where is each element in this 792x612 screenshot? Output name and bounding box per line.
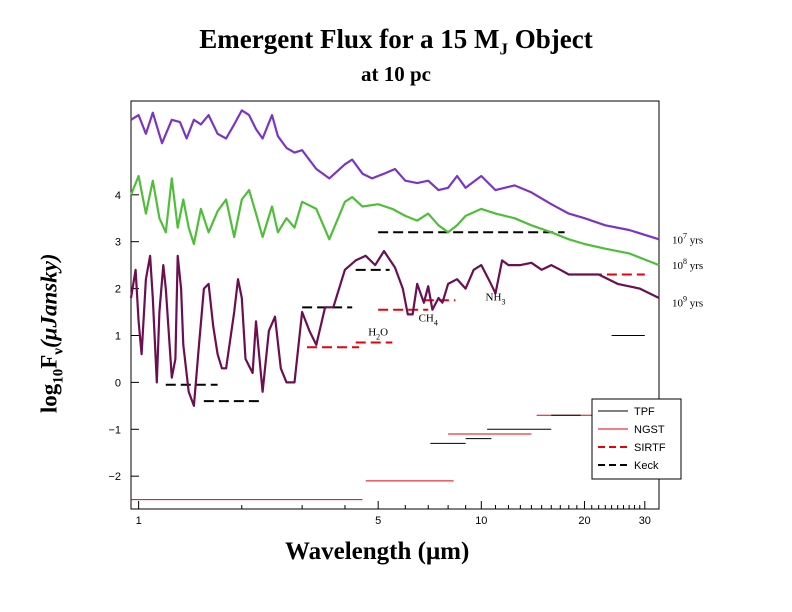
y-label-log-sub: 10	[50, 368, 67, 384]
legend: TPF NGST SIRTF Keck	[591, 398, 682, 480]
series-labels: 107 yrs 108 yrs 109 yrs	[672, 231, 703, 309]
annotations: H2O CH4 NH3	[368, 291, 505, 341]
y-label-f-sub: ν	[50, 348, 67, 355]
y-axis-label: log10Fν(μJansky)	[37, 233, 68, 433]
legend-label: SIRTF	[634, 442, 666, 454]
series-age-label: 108 yrs	[672, 257, 703, 272]
y-label-log: log	[36, 383, 62, 414]
series-age-label: 109 yrs	[672, 295, 703, 310]
sensitivity-segments	[131, 231, 645, 501]
x-tick-label: 30	[639, 515, 651, 527]
molecule-annotation: NH3	[486, 291, 506, 306]
y-tick-label: −1	[108, 424, 121, 436]
y-tick-label: 1	[115, 330, 121, 342]
chart-title: Emergent Flux for a 15 MJ Object	[0, 24, 792, 59]
y-tick-label: 0	[115, 377, 121, 389]
x-tick-label: 1	[136, 515, 142, 527]
y-tick-label: 4	[115, 190, 121, 202]
spectra	[129, 109, 660, 407]
y-tick-label: 2	[115, 284, 121, 296]
series-line-2	[129, 174, 660, 267]
molecule-annotation: H2O	[368, 326, 388, 341]
x-label-main: Wavelength (	[285, 538, 426, 565]
legend-label: NGST	[634, 424, 665, 436]
y-label-unit: (μJansky)	[36, 253, 62, 348]
legend-box	[591, 398, 682, 480]
x-label-end: m)	[440, 538, 470, 565]
x-tick-label: 20	[578, 515, 590, 527]
y-tick-label: 3	[115, 237, 121, 249]
title-subscript: J	[499, 39, 508, 59]
title-end: Object	[507, 24, 593, 54]
legend-label: Keck	[634, 460, 659, 472]
plot-frame	[130, 100, 660, 510]
x-label-mu: μ	[425, 538, 441, 565]
series-line-3	[129, 250, 660, 407]
legend-label: TPF	[634, 406, 655, 418]
x-tick-label: 10	[475, 515, 487, 527]
title-main: Emergent Flux for a 15 M	[199, 24, 500, 54]
series-line-1	[130, 109, 660, 241]
x-axis-label: Wavelength (μm)	[285, 538, 469, 566]
x-tick-label: 5	[375, 515, 381, 527]
series-age-label: 107 yrs	[672, 231, 703, 246]
y-label-f: F	[36, 354, 62, 369]
chart-subtitle: at 10 pc	[361, 62, 431, 86]
y-tick-label: −2	[108, 471, 121, 483]
axis-ticks: 1 5 10 20 30 −2 −1 0 1 2 3 4	[108, 190, 650, 527]
molecule-annotation: CH4	[419, 312, 438, 327]
